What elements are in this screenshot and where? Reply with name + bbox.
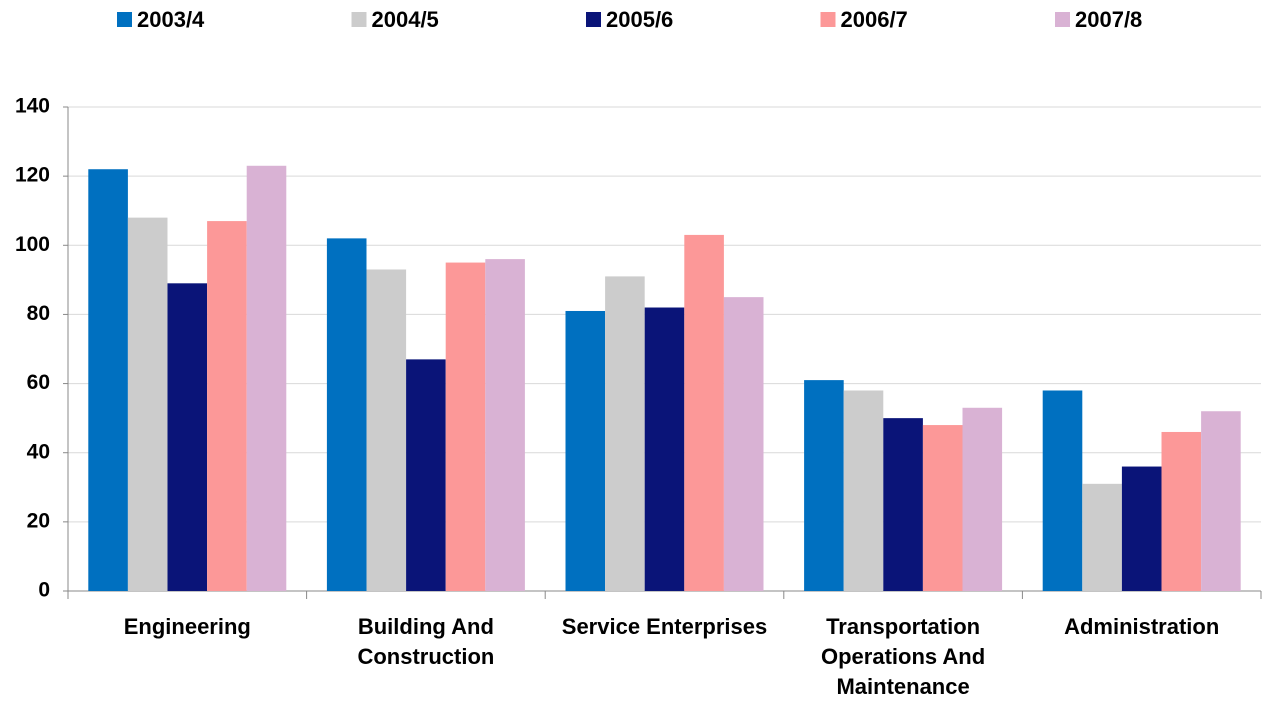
bar	[326, 238, 367, 591]
bar	[644, 307, 685, 591]
bar	[445, 262, 486, 591]
legend-swatch	[117, 12, 132, 27]
legend-label: 2004/5	[372, 7, 439, 32]
bar	[804, 380, 844, 591]
bar	[1121, 466, 1162, 591]
legend-label: 2003/4	[137, 7, 205, 32]
bar	[684, 234, 724, 591]
bar	[883, 418, 923, 591]
bar	[922, 425, 963, 591]
y-tick-label: 20	[27, 509, 50, 532]
x-tick-label: Administration	[1064, 614, 1220, 639]
x-tick-label: Transportation Operations And Maintenanc…	[820, 614, 986, 699]
bar	[723, 297, 764, 591]
x-tick-label: Building And Construction	[357, 614, 495, 669]
bar	[207, 221, 247, 592]
legend-label: 2005/6	[606, 7, 673, 32]
legend-swatch	[820, 12, 836, 27]
legend-label: 2006/7	[841, 7, 908, 32]
legend-swatch	[586, 12, 601, 27]
bar	[88, 169, 128, 591]
bar	[605, 276, 645, 591]
bar	[485, 259, 525, 591]
y-tick-label: 60	[27, 371, 50, 394]
y-tick-label: 140	[15, 95, 50, 118]
bar	[127, 217, 168, 591]
bar	[962, 407, 1003, 591]
legend-swatch	[351, 12, 367, 27]
bar	[1201, 411, 1241, 591]
bar	[843, 390, 884, 591]
bar	[1161, 431, 1202, 591]
y-tick-label: 100	[15, 233, 50, 256]
x-tick-label: Service Enterprises	[561, 614, 768, 639]
bar	[1082, 483, 1122, 591]
y-tick-label: 0	[38, 579, 50, 602]
y-tick-label: 80	[27, 302, 50, 325]
bar	[366, 269, 407, 591]
bar	[167, 283, 208, 591]
bar	[1042, 390, 1083, 591]
bar	[406, 359, 446, 591]
legend-label: 2007/8	[1075, 7, 1142, 32]
bar	[565, 310, 606, 591]
legend-swatch	[1055, 12, 1070, 27]
y-tick-label: 40	[27, 440, 50, 463]
y-tick-label: 120	[15, 164, 50, 187]
bar	[246, 165, 287, 591]
x-tick-label: Engineering	[123, 614, 251, 639]
